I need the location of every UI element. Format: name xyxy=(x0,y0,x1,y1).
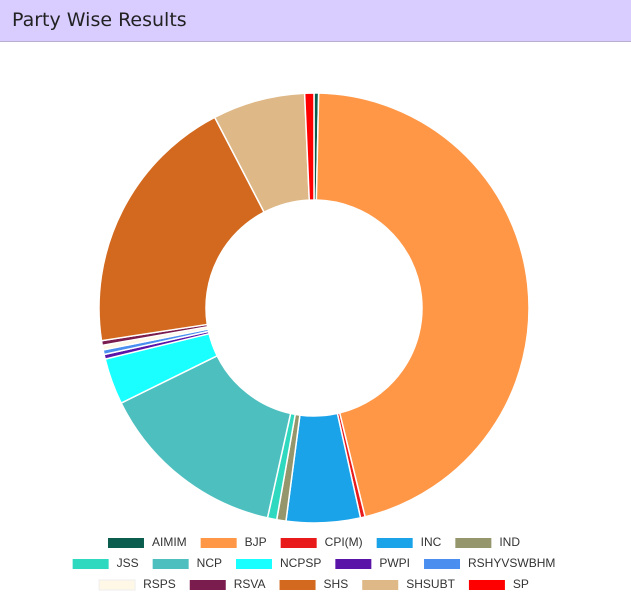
legend-swatch xyxy=(200,538,237,548)
legend-label: INC xyxy=(421,535,442,549)
legend-label: CPI(M) xyxy=(325,535,363,549)
legend-swatch xyxy=(98,579,136,591)
legend-swatch xyxy=(152,559,189,569)
legend-swatch xyxy=(189,580,226,590)
legend-item: NCPSP xyxy=(236,556,321,570)
donut-slice xyxy=(98,116,266,342)
legend-swatch xyxy=(72,559,109,569)
legend-swatch xyxy=(335,559,372,569)
donut-slice xyxy=(315,92,530,518)
legend-item: AIMIM xyxy=(107,535,187,549)
legend-swatch xyxy=(468,580,505,590)
legend-label: JSS xyxy=(117,556,139,570)
legend-item: CPI(M) xyxy=(280,535,363,549)
legend-item: BJP xyxy=(200,535,267,549)
legend-swatch xyxy=(362,580,399,590)
donut-slice xyxy=(303,92,315,201)
legend-item: RSVA xyxy=(189,577,266,591)
legend-label: NCPSP xyxy=(280,556,321,570)
legend-label: BJP xyxy=(245,535,267,549)
chart: AIMIM BJP CPI(M) INC IND JSS NCP NCPSP PWPI RSHYV… xyxy=(72,92,555,591)
legend-swatch xyxy=(107,538,144,548)
legend-label: RSVA xyxy=(234,577,266,591)
legend-label: NCP xyxy=(197,556,222,570)
legend-label: PWPI xyxy=(379,556,410,570)
legend-label: SHS xyxy=(324,577,349,591)
legend-item: RSHYVSWBHM xyxy=(424,556,555,570)
legend-item: RSPS xyxy=(98,577,176,591)
legend-item: JSS xyxy=(72,556,139,570)
legend-swatch xyxy=(236,559,272,569)
legend-label: AIMIM xyxy=(152,535,187,549)
legend-item: INC xyxy=(376,535,442,549)
legend-item: SHS xyxy=(279,577,349,591)
legend-label: RSPS xyxy=(143,577,176,591)
legend-swatch xyxy=(455,538,492,548)
legend-item: PWPI xyxy=(335,556,410,570)
legend-label: IND xyxy=(499,535,520,549)
legend-swatch xyxy=(279,580,316,590)
header: Party Wise Results xyxy=(0,0,631,42)
chart-title: Party Wise Results xyxy=(12,9,187,31)
legend-swatch xyxy=(376,538,413,548)
legend-item: SHSUBT xyxy=(362,577,456,591)
legend-item: IND xyxy=(455,535,520,549)
legend-swatch xyxy=(424,559,461,569)
legend-item: NCP xyxy=(152,556,222,570)
legend-label: SHSUBT xyxy=(406,577,455,591)
legend-swatch xyxy=(280,538,317,548)
legend-label: SP xyxy=(513,577,529,591)
legend-item: SP xyxy=(468,577,529,591)
legend-label: RSHYVSWBHM xyxy=(468,556,555,570)
